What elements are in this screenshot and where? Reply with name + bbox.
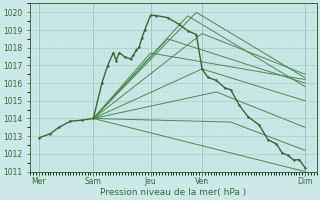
X-axis label: Pression niveau de la mer( hPa ): Pression niveau de la mer( hPa ) — [100, 188, 247, 197]
